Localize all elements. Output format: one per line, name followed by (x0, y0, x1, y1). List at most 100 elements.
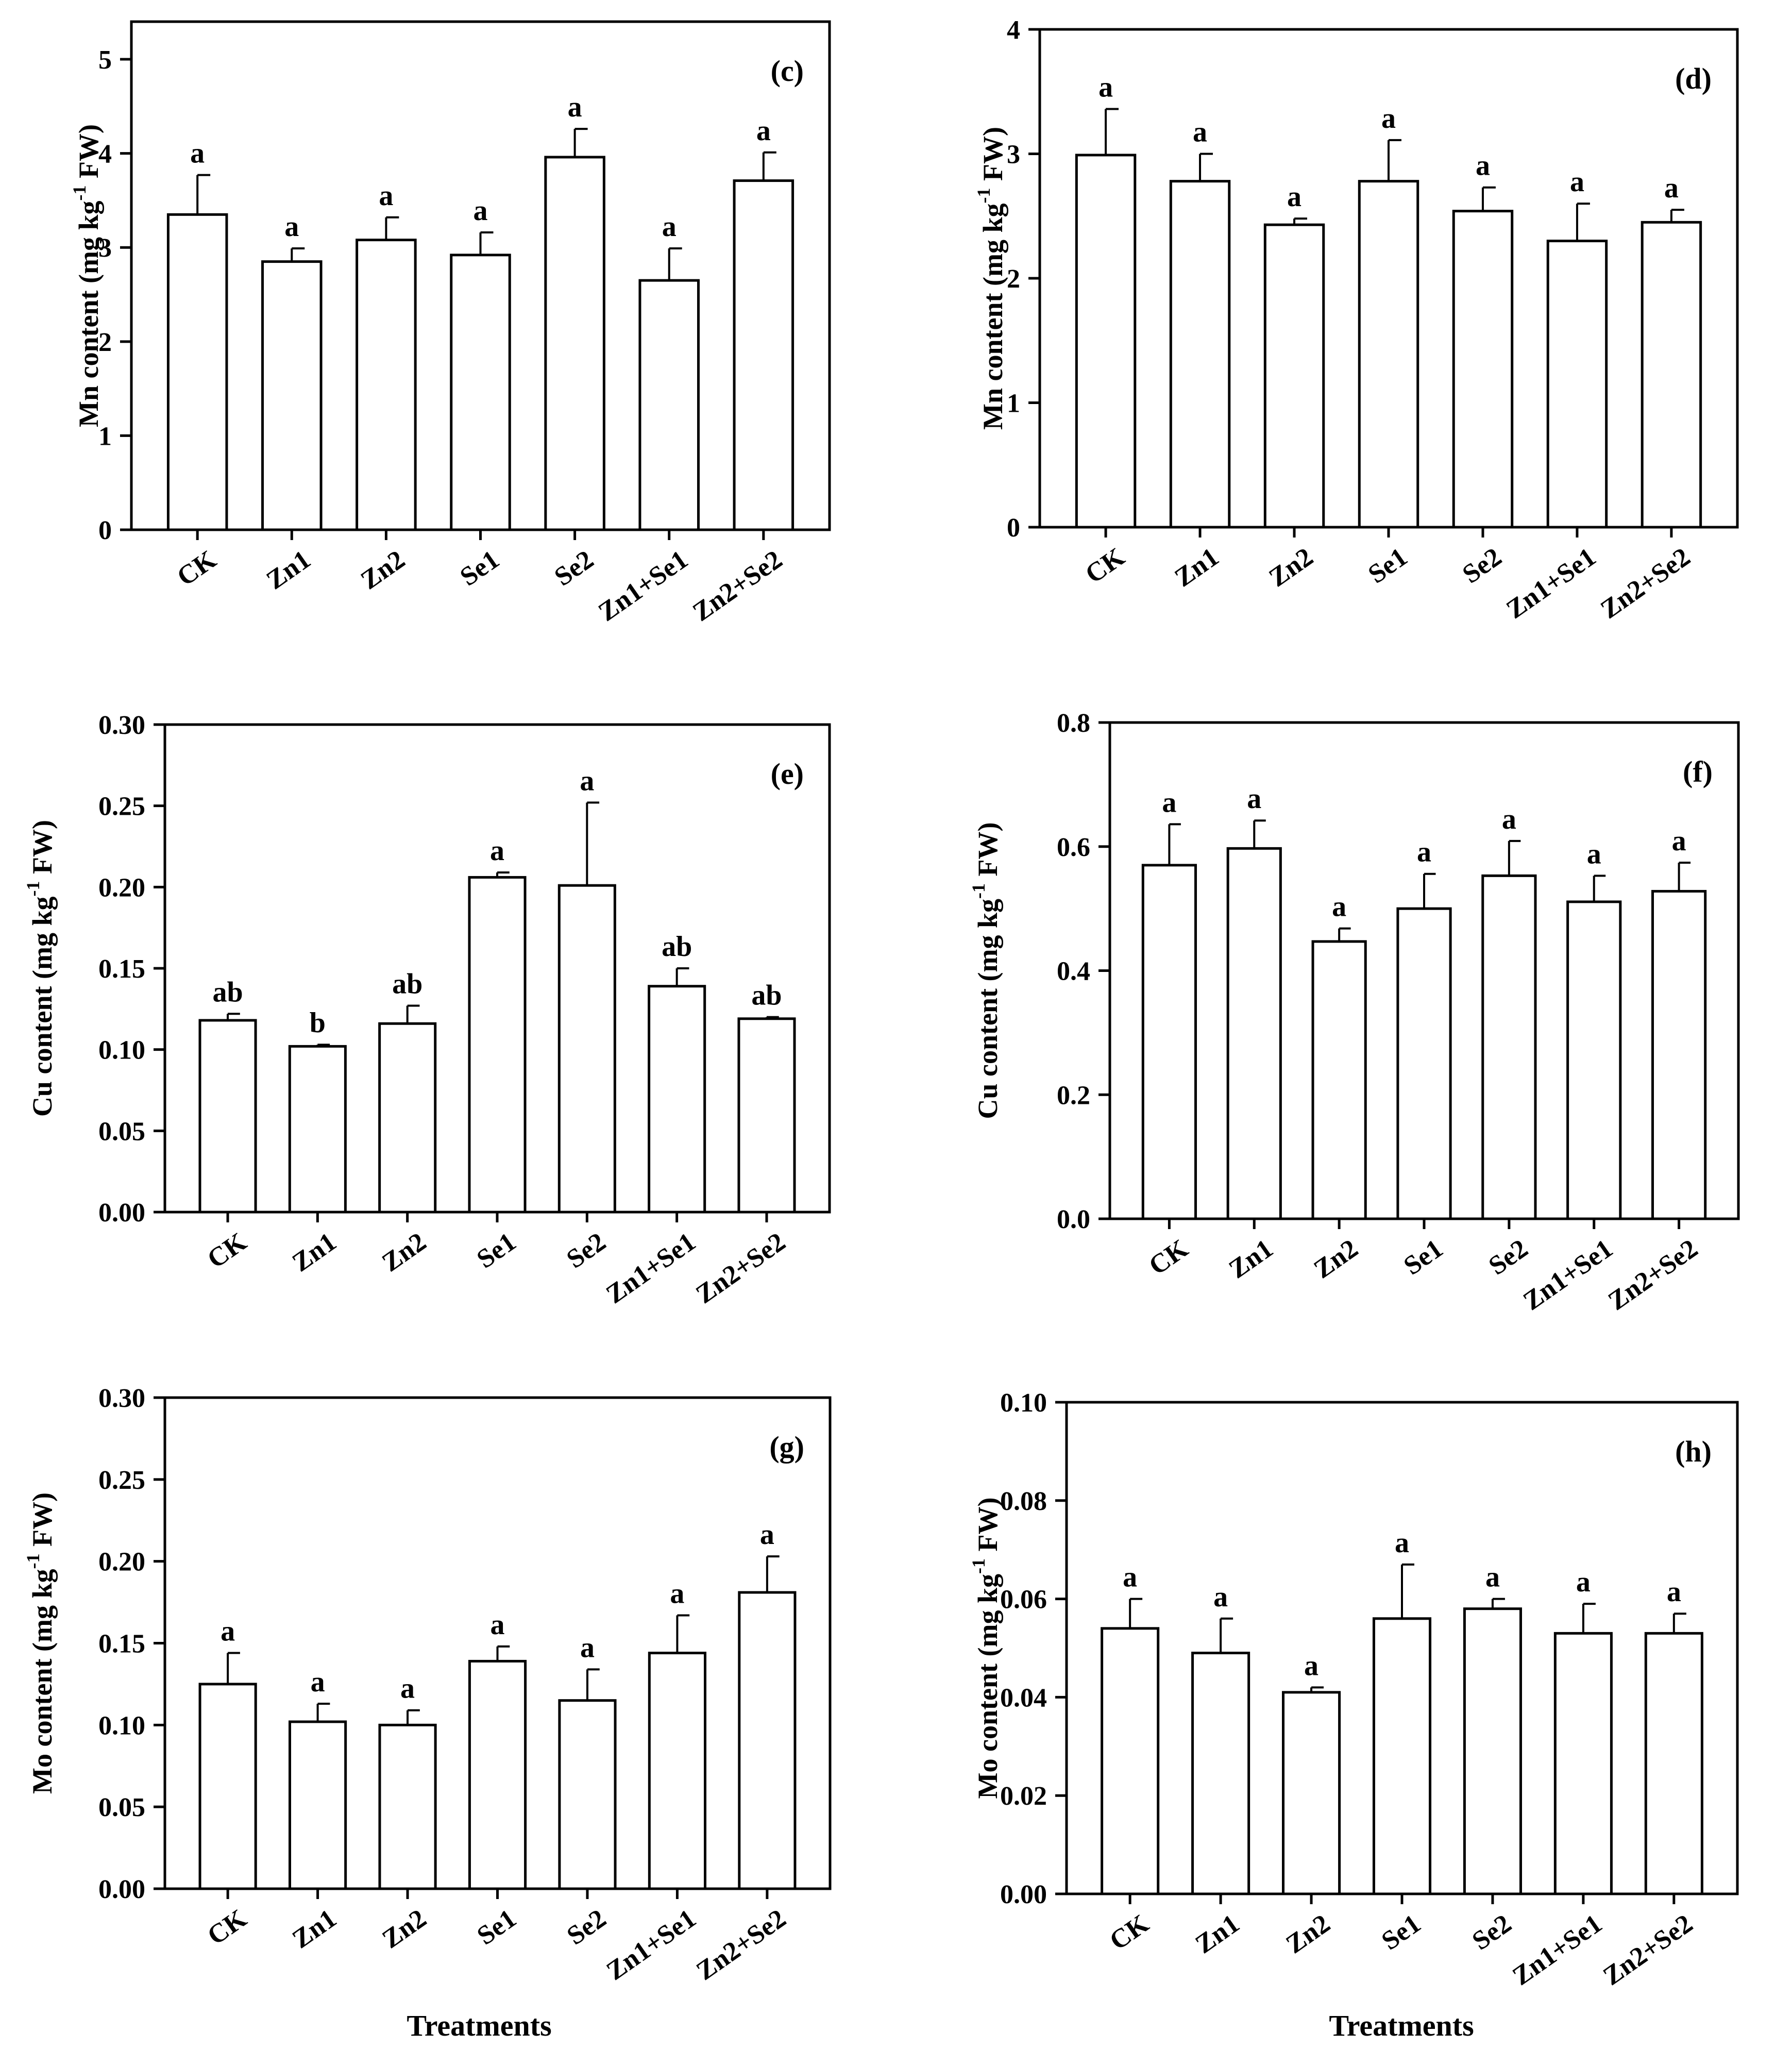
x-tick-label: Zn1 (1190, 1909, 1245, 1959)
bar-Zn2 (1311, 940, 1367, 1220)
bar-Se2 (1452, 210, 1514, 529)
significance-letter: a (760, 1519, 774, 1551)
x-tick-label: Zn1 (287, 1904, 342, 1954)
bar-Zn2 (378, 1022, 437, 1214)
bar-Zn1+Se1 (648, 1652, 707, 1890)
x-tick-label: Zn1+Se1 (1518, 1234, 1618, 1316)
y-tick-label: 0.00 (98, 1198, 145, 1228)
bar-Zn1+Se1 (638, 279, 700, 531)
x-tick-label: Zn1 (1224, 1234, 1278, 1284)
significance-letter: a (1664, 172, 1679, 204)
bar-CK (1141, 864, 1197, 1220)
bar-Zn2 (378, 1723, 437, 1890)
y-tick-label: 0.00 (98, 1875, 145, 1904)
y-axis-title: Mn content (mg kg-1 FW) (69, 124, 104, 427)
x-tick-label: CK (202, 1227, 252, 1274)
panel-label: (e) (771, 757, 804, 791)
bar-Se1 (468, 876, 527, 1214)
significance-letter: a (1213, 1581, 1228, 1613)
y-tick-label: 0.6 (1057, 833, 1090, 862)
significance-letter: a (580, 765, 594, 797)
y-tick-label: 0.05 (98, 1793, 145, 1822)
y-tick-label: 0.10 (1000, 1388, 1047, 1418)
significance-letter: a (1395, 1527, 1409, 1559)
significance-letter: a (670, 1577, 684, 1609)
y-tick-label: 0.30 (98, 1384, 145, 1413)
significance-letter: a (1485, 1561, 1500, 1593)
x-tick-label: CK (202, 1904, 252, 1951)
bar-Se2 (558, 1699, 617, 1890)
chart-panel-g: 0.00 0.05 0.10 0.15 0.20 0.25 0.30 Mo content (… (23, 1384, 832, 1986)
bar-Zn1 (1226, 847, 1282, 1220)
panel-label: (h) (1675, 1435, 1712, 1468)
bar-Se1 (1372, 1617, 1432, 1895)
bar-Zn2+Se2 (737, 1017, 796, 1214)
bar-Zn1 (261, 260, 323, 531)
x-tick-label: Zn2 (377, 1227, 431, 1278)
significance-letter: a (1576, 1566, 1591, 1598)
y-tick-label: 1 (1007, 389, 1020, 418)
x-tick-label: Zn2 (377, 1904, 432, 1954)
x-tick-label: Zn2+Se2 (1603, 1234, 1703, 1316)
significance-letter: a (1476, 150, 1490, 182)
significance-letter: a (400, 1673, 415, 1705)
x-tick-label: Se2 (1467, 1909, 1517, 1956)
bar-CK (198, 1683, 257, 1890)
bar-Se2 (1463, 1607, 1522, 1895)
y-tick-label: 0.00 (1000, 1880, 1047, 1909)
panel-label: (d) (1675, 62, 1712, 95)
x-tick-label: Zn2 (1281, 1909, 1335, 1959)
significance-letter: a (1502, 803, 1516, 835)
bar-Se2 (557, 884, 616, 1214)
bar-CK (1101, 1627, 1160, 1895)
bar-Zn2+Se2 (1644, 1632, 1703, 1895)
significance-letter: a (221, 1616, 235, 1648)
x-tick-label: Se2 (549, 545, 599, 592)
x-tick-label: Se2 (1457, 542, 1507, 589)
significance-letter: a (1162, 786, 1176, 818)
significance-letter: ab (662, 931, 692, 963)
x-tick-label: Zn2 (1309, 1234, 1363, 1284)
y-tick-label: 0.05 (98, 1117, 145, 1146)
y-tick-label: 3 (1007, 140, 1020, 170)
x-tick-label: CK (172, 545, 222, 592)
y-tick-label: 0.20 (98, 873, 145, 902)
x-tick-label: Zn1+Se1 (1508, 1909, 1608, 1991)
significance-letter: a (474, 195, 488, 227)
y-tick-label: 0.10 (98, 1711, 145, 1740)
bar-Zn2 (356, 239, 417, 531)
significance-letter: a (756, 115, 771, 147)
y-tick-label: 0.15 (98, 954, 145, 984)
y-tick-label: 0.25 (98, 1466, 145, 1495)
y-tick-label: 0.25 (98, 792, 145, 821)
bar-Se1 (1396, 907, 1452, 1220)
x-tick-label: CK (1104, 1909, 1154, 1956)
significance-letter: a (580, 1632, 595, 1664)
significance-letter: a (1587, 838, 1601, 870)
bar-Zn1+Se1 (1546, 240, 1608, 529)
significance-letter: a (190, 138, 205, 170)
significance-letter: a (284, 211, 299, 243)
y-tick-label: 0.15 (98, 1630, 145, 1659)
x-tick-label: Zn1+Se1 (601, 1227, 701, 1309)
x-tick-label: Zn1+Se1 (1501, 542, 1601, 625)
y-tick-label: 0.8 (1057, 709, 1090, 738)
x-tick-label: Se1 (472, 1904, 522, 1951)
bar-Zn1 (1169, 180, 1231, 529)
y-axis-title: Cu content (mg kg-1 FW) (23, 820, 58, 1117)
x-tick-label: Zn1+Se1 (593, 545, 693, 627)
y-axis-title: Mo content (mg kg-1 FW) (23, 1492, 58, 1794)
bar-CK (166, 213, 228, 531)
x-tick-label: Zn2 (356, 545, 410, 595)
panel-label: (c) (771, 54, 804, 88)
x-tick-label: Zn2+Se2 (691, 1227, 791, 1309)
bar-Zn2 (1263, 223, 1325, 529)
x-tick-label: Zn1+Se1 (601, 1904, 701, 1986)
significance-letter: a (491, 1609, 505, 1641)
y-tick-label: 2 (1007, 264, 1020, 294)
x-tick-label: Se2 (562, 1904, 612, 1951)
significance-letter: a (568, 91, 582, 123)
x-tick-label: Se1 (1376, 1909, 1426, 1956)
significance-letter: a (1123, 1561, 1137, 1593)
